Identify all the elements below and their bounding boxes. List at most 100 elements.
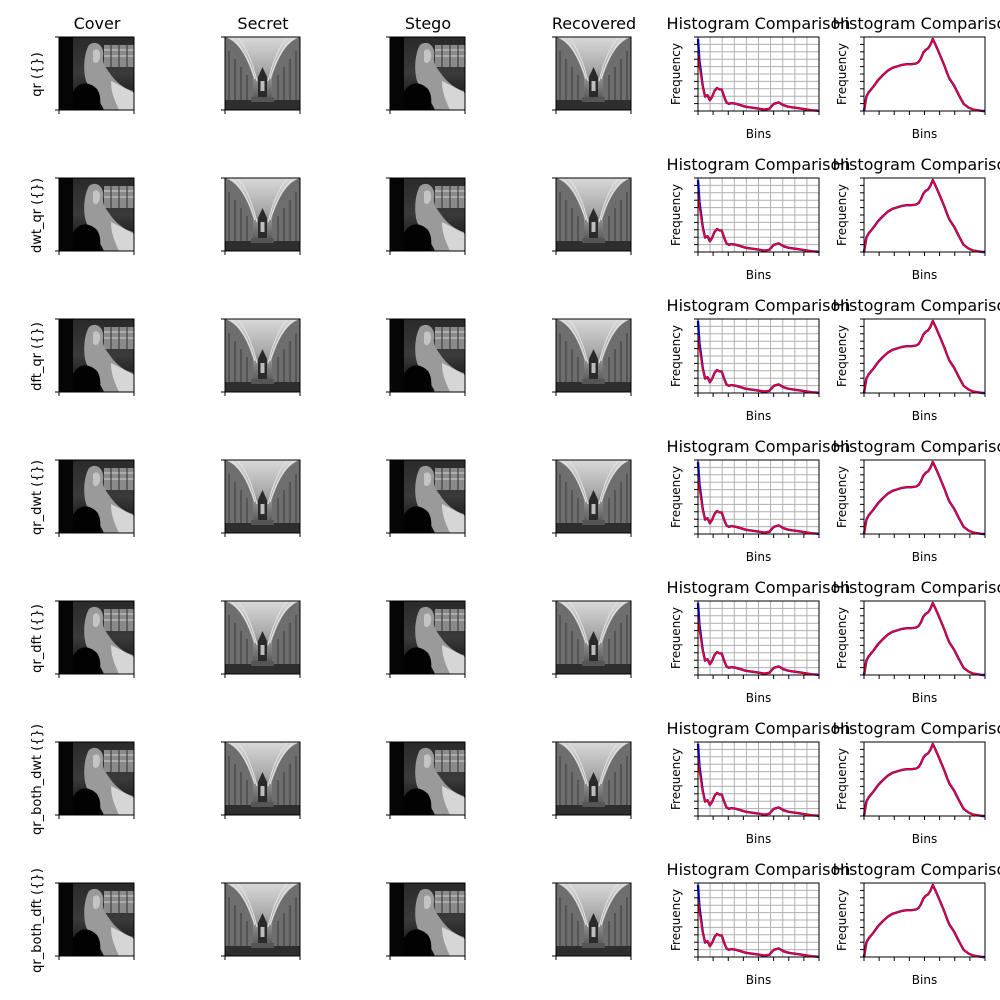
cover-image-panel bbox=[55, 318, 135, 396]
cover-image bbox=[59, 742, 134, 815]
y-axis-label: Frequency bbox=[835, 325, 849, 387]
plot-frame bbox=[863, 459, 986, 535]
histogram-stego-line bbox=[863, 461, 985, 535]
histogram-plot-right: Histogram Comparison Bins Frequency bbox=[833, 437, 1000, 564]
secret-image-panel bbox=[221, 882, 301, 960]
stego-image bbox=[390, 319, 465, 392]
histogram-title: Histogram Comparison bbox=[833, 437, 1000, 456]
image-frame bbox=[224, 36, 301, 111]
result-row: qr_both_dft ({}) Histogram Comparison Bins… bbox=[30, 860, 1000, 987]
histogram-plot-right: Histogram Comparison Bins Frequency bbox=[833, 578, 1000, 705]
histogram-plot-left: Histogram Comparison Bins Frequency bbox=[667, 296, 851, 423]
y-axis-label: Frequency bbox=[669, 466, 683, 528]
stego-image-panel bbox=[386, 318, 466, 396]
recovered-image-panel bbox=[552, 600, 632, 678]
image-frame bbox=[555, 741, 632, 816]
image-frame bbox=[58, 459, 135, 534]
x-axis-label: Bins bbox=[912, 268, 937, 282]
result-row: qr_dft ({}) Histogram Comparison Bins Frequ… bbox=[30, 578, 1000, 705]
histogram-stego-line bbox=[863, 320, 985, 394]
histogram-stego-line bbox=[863, 743, 985, 817]
histogram-title: Histogram Comparison bbox=[833, 296, 1000, 315]
stego-image bbox=[390, 601, 465, 674]
secret-image-panel bbox=[221, 741, 301, 819]
x-axis-label: Bins bbox=[746, 409, 771, 423]
image-frame bbox=[224, 318, 301, 393]
cover-image bbox=[59, 460, 134, 533]
cover-image-panel bbox=[55, 741, 135, 819]
image-frame bbox=[58, 177, 135, 252]
image-frame bbox=[224, 882, 301, 957]
recovered-image-panel bbox=[552, 459, 632, 537]
cover-image-panel bbox=[55, 459, 135, 537]
histogram-stego-line bbox=[697, 333, 820, 394]
y-axis-label: Frequency bbox=[835, 184, 849, 246]
cover-image-panel bbox=[55, 36, 135, 114]
y-axis-label: Frequency bbox=[669, 607, 683, 669]
result-row: dft_qr ({}) Histogram Comparison Bins Frequ… bbox=[30, 296, 1000, 423]
image-frame bbox=[389, 318, 466, 393]
recovered-image-panel bbox=[552, 882, 632, 960]
y-axis-label: Frequency bbox=[835, 466, 849, 528]
stego-image-panel bbox=[386, 177, 466, 255]
histogram-plot-left: Histogram Comparison Bins Frequency bbox=[667, 14, 851, 141]
recovered-image-panel bbox=[552, 36, 632, 114]
secret-image-panel bbox=[221, 36, 301, 114]
secret-image-panel bbox=[221, 177, 301, 255]
y-axis-label: Frequency bbox=[835, 607, 849, 669]
image-frame bbox=[555, 600, 632, 675]
image-frame bbox=[224, 600, 301, 675]
plot-frame bbox=[863, 177, 986, 253]
stego-image-panel bbox=[386, 600, 466, 678]
image-frame bbox=[555, 318, 632, 393]
plot-frame bbox=[863, 318, 986, 394]
stego-image-panel bbox=[386, 36, 466, 114]
histogram-title: Histogram Comparison bbox=[667, 719, 851, 738]
y-axis-label: Frequency bbox=[669, 43, 683, 105]
image-frame bbox=[555, 459, 632, 534]
histogram-plot-right: Histogram Comparison Bins Frequency bbox=[833, 860, 1000, 987]
plot-frame bbox=[863, 600, 986, 676]
histogram-plot-left: Histogram Comparison Bins Frequency bbox=[667, 437, 851, 564]
stego-image bbox=[390, 460, 465, 533]
image-frame bbox=[58, 36, 135, 111]
image-frame bbox=[58, 741, 135, 816]
secret-image bbox=[225, 319, 300, 392]
column-title: Secret bbox=[237, 14, 288, 33]
cover-image bbox=[59, 37, 134, 110]
x-axis-label: Bins bbox=[746, 832, 771, 846]
histogram-plot-left: Histogram Comparison Bins Frequency bbox=[667, 860, 851, 987]
secret-image-panel bbox=[221, 318, 301, 396]
image-frame bbox=[389, 600, 466, 675]
secret-image-panel bbox=[221, 459, 301, 537]
image-frame bbox=[224, 741, 301, 816]
x-axis-label: Bins bbox=[746, 127, 771, 141]
row-label: dwt_qr ({}) bbox=[30, 178, 45, 253]
image-frame bbox=[555, 36, 632, 111]
histogram-title: Histogram Comparison bbox=[833, 860, 1000, 879]
histogram-title: Histogram Comparison bbox=[667, 578, 851, 597]
secret-image bbox=[225, 883, 300, 956]
x-axis-label: Bins bbox=[912, 973, 937, 987]
row-label: qr_dwt ({}) bbox=[30, 460, 45, 535]
cover-image bbox=[59, 319, 134, 392]
stego-image bbox=[390, 742, 465, 815]
image-frame bbox=[389, 36, 466, 111]
row-label: qr ({}) bbox=[30, 52, 45, 96]
stego-image-panel bbox=[386, 882, 466, 960]
image-frame bbox=[555, 882, 632, 957]
histogram-stego-line bbox=[697, 192, 820, 253]
recovered-image bbox=[556, 37, 631, 110]
recovered-image bbox=[556, 883, 631, 956]
image-frame bbox=[389, 177, 466, 252]
x-axis-label: Bins bbox=[912, 832, 937, 846]
result-row: dwt_qr ({}) Histogram Comparison Bins Frequ… bbox=[30, 155, 1000, 282]
secret-image-panel bbox=[221, 600, 301, 678]
y-axis-label: Frequency bbox=[835, 43, 849, 105]
histogram-title: Histogram Comparison bbox=[833, 578, 1000, 597]
result-row: qr_dwt ({}) Histogram Comparison Bins Frequ… bbox=[30, 437, 1000, 564]
image-frame bbox=[58, 882, 135, 957]
cover-image-panel bbox=[55, 882, 135, 960]
cover-image bbox=[59, 883, 134, 956]
